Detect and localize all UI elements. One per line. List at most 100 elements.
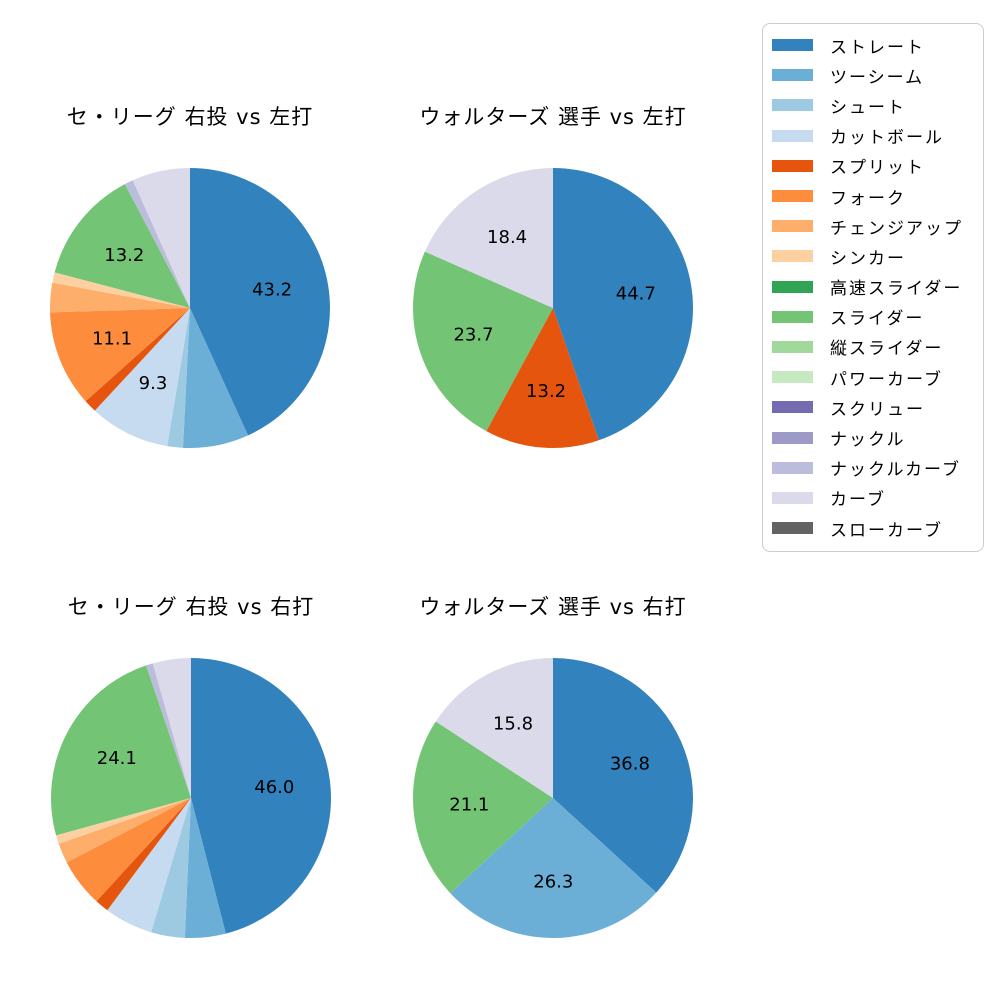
- legend-swatch-changeup: [772, 220, 813, 233]
- pie-value-label-curve: 18.4: [487, 227, 527, 248]
- pie-slice-knuckle-curve: [124, 180, 190, 308]
- pie-slice-sinker: [56, 798, 191, 844]
- pie-value-label-curve: 15.8: [493, 714, 533, 735]
- legend-item-vertical-slider: 縦スライダー: [763, 332, 983, 362]
- legend-swatch-straight: [772, 39, 813, 52]
- pie-ce-league-vs-left-batter: 43.2 9.3 11.1 13.2: [50, 168, 330, 448]
- legend-swatch-knuckle: [772, 431, 813, 444]
- pie-slice-fork: [50, 308, 190, 402]
- legend-label-slow-curve: スローカーブ: [830, 520, 943, 541]
- legend-swatch-vertical-slider: [772, 340, 813, 353]
- pie-chart-walters-vs-right-batter: ウォルターズ 選手 vs 右打 36.8 26.3 21.1 15.8: [383, 594, 723, 948]
- pie-slice-changeup: [58, 798, 191, 863]
- pie-chart-walters-vs-left-batter: ウォルターズ 選手 vs 左打 44.7 13.2 23.7 18.4: [383, 104, 723, 458]
- pie-slice-curve: [435, 658, 553, 798]
- legend-label-two-seam: ツーシーム: [830, 67, 925, 88]
- legend-item-curve: カーブ: [763, 483, 983, 513]
- pie-slice-sinker: [52, 272, 190, 308]
- pie-slice-straight: [190, 168, 330, 436]
- pie-value-label-slider: 13.2: [104, 245, 144, 266]
- legend-label-shoot: シュート: [830, 97, 906, 118]
- legend-label-screw: スクリュー: [830, 399, 925, 420]
- pie-chart-ce-league-vs-left-batter: セ・リーグ 右投 vs 左打 43.2 9.3 11.1 13.2: [20, 104, 360, 458]
- legend-item-shoot: シュート: [763, 90, 983, 120]
- pie-slice-knuckle-curve: [146, 663, 191, 798]
- pie-slice-split: [96, 798, 191, 911]
- legend-item-cut-ball: カットボール: [763, 121, 983, 151]
- legend-item-fast-slider: 高速スライダー: [763, 272, 983, 302]
- pie-slice-shoot: [151, 798, 191, 938]
- legend-label-knuckle: ナックル: [830, 430, 906, 451]
- pie-value-label-slider: 24.1: [97, 748, 137, 769]
- legend-item-straight: ストレート: [763, 30, 983, 60]
- pie-chart-ce-league-vs-right-batter: セ・リーグ 右投 vs 右打 46.0 24.1: [21, 594, 361, 948]
- pie-slice-curve: [152, 658, 191, 798]
- pie-value-label-slider: 21.1: [449, 795, 489, 816]
- legend-item-changeup: チェンジアップ: [763, 211, 983, 241]
- chart-title: ウォルターズ 選手 vs 左打: [419, 105, 687, 129]
- legend-label-straight: ストレート: [830, 37, 925, 58]
- pie-value-label-split: 13.2: [526, 381, 566, 402]
- pie-slice-slider: [51, 665, 191, 836]
- legend-item-power-curve: パワーカーブ: [763, 362, 983, 392]
- pie-slice-two-seam: [184, 798, 226, 938]
- pie-walters-vs-left-batter: 44.7 13.2 23.7 18.4: [413, 168, 693, 448]
- legend-item-sinker: シンカー: [763, 241, 983, 271]
- legend-label-cut-ball: カットボール: [830, 128, 944, 149]
- pie-slice-cut-ball: [107, 798, 191, 933]
- legend-label-fast-slider: 高速スライダー: [830, 279, 963, 300]
- legend-label-split: スプリット: [830, 158, 925, 179]
- legend-label-curve: カーブ: [830, 490, 886, 511]
- legend: ストレートツーシームシュートカットボール スプリットフォークチェンジアップ シンカー…: [762, 23, 984, 553]
- legend-label-power-curve: パワーカーブ: [830, 369, 943, 390]
- legend-swatch-knuckle-curve: [772, 461, 813, 474]
- pie-slice-straight: [191, 658, 331, 934]
- chart-title: セ・リーグ 右投 vs 左打: [66, 105, 314, 129]
- pie-value-label-straight: 43.2: [252, 280, 292, 301]
- legend-swatch-cut-ball: [772, 129, 813, 142]
- pie-slice-curve: [424, 168, 553, 308]
- legend-label-slider: スライダー: [830, 309, 925, 330]
- legend-item-split: スプリット: [763, 151, 983, 181]
- legend-swatch-two-seam: [772, 69, 813, 82]
- chart-title: セ・リーグ 右投 vs 右打: [67, 595, 315, 619]
- legend-label-changeup: チェンジアップ: [830, 218, 963, 239]
- pie-value-label-straight: 36.8: [610, 754, 650, 775]
- pie-slice-split: [486, 308, 599, 448]
- legend-swatch-screw: [772, 401, 813, 414]
- pie-slice-two-seam: [450, 798, 657, 939]
- legend-label-fork: フォーク: [830, 188, 906, 209]
- pie-slice-slider: [54, 184, 191, 308]
- pie-slice-straight: [553, 658, 694, 893]
- legend-label-vertical-slider: 縦スライダー: [830, 339, 944, 360]
- legend-swatch-split: [772, 159, 813, 172]
- pie-slice-straight: [553, 168, 693, 441]
- legend-swatch-slow-curve: [772, 522, 813, 535]
- legend-item-knuckle: ナックル: [763, 422, 983, 452]
- legend-swatch-sinker: [772, 250, 813, 263]
- pie-value-label-straight: 44.7: [616, 284, 656, 305]
- pie-value-label-slider: 23.7: [453, 325, 493, 346]
- legend-label-knuckle-curve: ナックルカーブ: [830, 460, 961, 481]
- pie-slice-cut-ball: [94, 308, 190, 447]
- pie-slice-fork: [66, 798, 191, 902]
- pie-slice-slider: [413, 251, 553, 432]
- pie-slice-slider: [413, 721, 553, 894]
- pie-slice-shoot: [167, 308, 190, 448]
- pie-value-label-fork: 11.1: [92, 329, 132, 350]
- legend-item-slider: スライダー: [763, 302, 983, 332]
- pie-value-label-two-seam: 26.3: [533, 872, 573, 893]
- legend-label-sinker: シンカー: [830, 248, 906, 269]
- pie-slice-curve: [132, 168, 190, 308]
- legend-swatch-shoot: [772, 99, 813, 112]
- legend-item-two-seam: ツーシーム: [763, 60, 983, 90]
- pie-slice-changeup: [50, 282, 191, 313]
- legend-item-slow-curve: スローカーブ: [763, 513, 983, 543]
- chart-title: ウォルターズ 選手 vs 右打: [419, 595, 687, 619]
- legend-item-fork: フォーク: [763, 181, 983, 211]
- pie-value-label-straight: 46.0: [254, 777, 294, 798]
- legend-swatch-power-curve: [772, 371, 813, 384]
- pie-slice-split: [85, 308, 190, 411]
- legend-swatch-fork: [772, 190, 813, 203]
